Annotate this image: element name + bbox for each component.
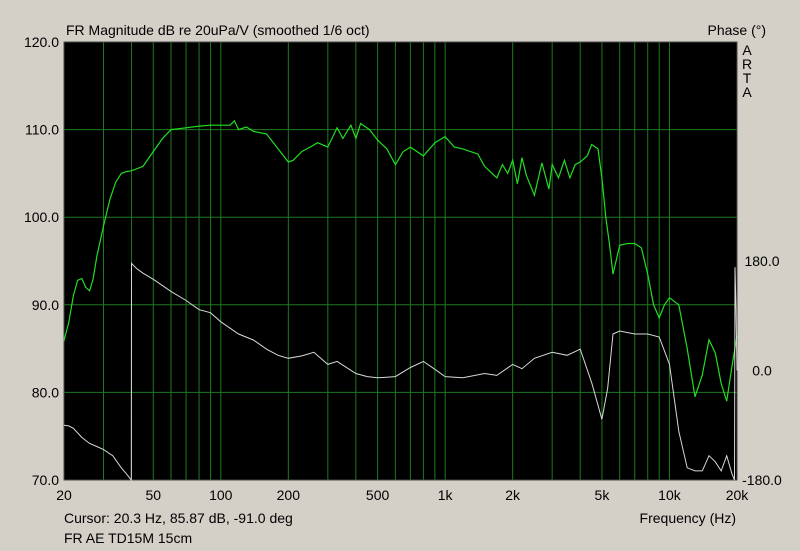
x-tick-label: 5k: [595, 487, 611, 503]
y-tick-label: 80.0: [32, 384, 59, 400]
phase-trace: [63, 262, 738, 482]
trace-name: FR AE TD15M 15cm: [64, 530, 193, 546]
x-tick-label: 20: [56, 487, 72, 503]
arta-logo-letter: A: [742, 84, 752, 100]
phase-axis-ticks: -180.0 0.0 180.0: [742, 253, 782, 488]
y-axis-ticks: 70.0 80.0 90.0 100.0 110.0 120.0: [24, 34, 59, 488]
phase-tick-label: 180.0: [744, 253, 779, 269]
x-tick-label: 1k: [438, 487, 454, 503]
phase-tick-label: -180.0: [742, 472, 782, 488]
y-tick-label: 90.0: [32, 297, 59, 313]
cursor-readout: Cursor: 20.3 Hz, 85.87 dB, -91.0 deg: [64, 510, 293, 526]
y-tick-label: 120.0: [24, 34, 59, 50]
x-tick-label: 100: [209, 487, 233, 503]
arta-logo-letter: A: [742, 42, 752, 58]
x-tick-label: 20k: [726, 487, 750, 503]
phase-tick-label: 0.0: [752, 363, 772, 379]
traces: [63, 119, 738, 482]
x-tick-label: 200: [277, 487, 301, 503]
chart-title: FR Magnitude dB re 20uPa/V (smoothed 1/6…: [66, 22, 370, 38]
y-tick-label: 100.0: [24, 209, 59, 225]
y-tick-label: 110.0: [25, 122, 59, 138]
x-tick-label: 500: [366, 487, 390, 503]
arta-logo-letter: T: [742, 70, 752, 86]
x-tick-label: 50: [145, 487, 161, 503]
grid: [63, 41, 738, 481]
y-tick-label: 70.0: [32, 472, 59, 488]
arta-logo-letter: R: [741, 56, 753, 72]
x-tick-label: 2k: [505, 487, 521, 503]
x-axis-label: Frequency (Hz): [639, 510, 736, 526]
magnitude-trace: [63, 119, 738, 402]
phase-axis-title: Phase (°): [707, 22, 766, 38]
x-tick-label: 10k: [658, 487, 682, 503]
plot-frame: [63, 41, 738, 481]
plot-area[interactable]: [64, 42, 737, 480]
x-axis-ticks: 20 50 100 200 500 1k 2k 5k 10k 20k: [56, 487, 749, 503]
